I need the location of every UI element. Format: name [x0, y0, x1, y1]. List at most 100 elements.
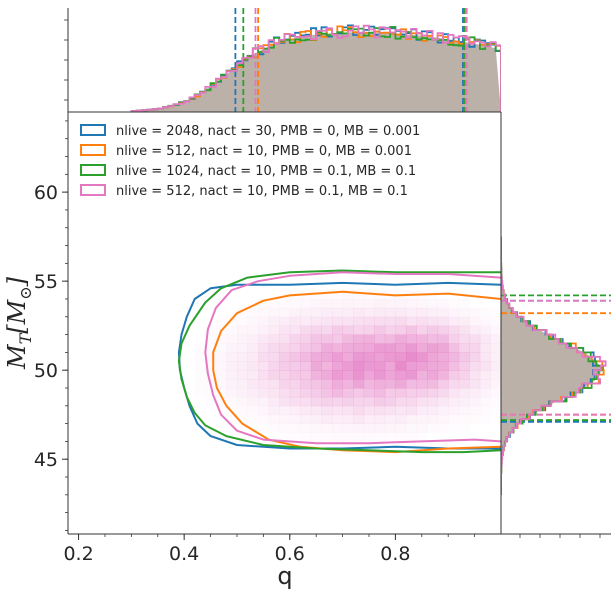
- y-tick-label: 55: [34, 271, 58, 293]
- heatmap-cell: [215, 361, 227, 371]
- heatmap-cell: [247, 334, 259, 344]
- heatmap-cell: [458, 405, 470, 416]
- heatmap-cell: [268, 361, 280, 371]
- heatmap-cell: [321, 414, 333, 425]
- heatmap-cell: [279, 343, 291, 353]
- heatmap-cell: [289, 334, 301, 344]
- heatmap-cell: [395, 343, 407, 353]
- heatmap-cell: [310, 343, 322, 353]
- legend: nlive = 2048, nact = 30, PMB = 0, MB = 0…: [80, 124, 420, 199]
- heatmap-cell: [300, 361, 312, 371]
- heatmap-cell: [469, 325, 481, 335]
- heatmap-cell: [268, 307, 280, 318]
- heatmap-cell: [300, 334, 312, 344]
- heatmap-cell: [353, 334, 365, 344]
- heatmap-cell: [268, 325, 280, 335]
- contour-series-4: [204, 271, 501, 445]
- heatmap-cell: [300, 307, 312, 318]
- heatmap-cell: [384, 370, 396, 380]
- heatmap-cell: [479, 316, 491, 327]
- heatmap-cell: [321, 433, 332, 442]
- heatmap-cell: [279, 361, 291, 371]
- heatmap-cell: [395, 405, 407, 416]
- heatmap-cell: [416, 405, 428, 416]
- heatmap-cell: [374, 307, 386, 318]
- heatmap-cell: [458, 325, 470, 335]
- heatmap-cell: [258, 387, 270, 398]
- heatmap-cell: [342, 307, 354, 318]
- heatmap-cell: [353, 387, 365, 398]
- heatmap-cell: [416, 370, 428, 380]
- heatmap-cell: [226, 387, 238, 398]
- heatmap-cell: [279, 387, 291, 398]
- x-tick-label: 0.4: [169, 543, 199, 565]
- heatmap-cell: [268, 379, 280, 389]
- heatmap-cell: [384, 361, 396, 371]
- heatmap-cell: [215, 352, 227, 362]
- heatmap-cell: [236, 316, 248, 327]
- heatmap-cell: [384, 379, 396, 389]
- heatmap-cell: [363, 414, 375, 425]
- heatmap-cell: [279, 307, 291, 318]
- heatmap-cell: [258, 379, 270, 389]
- y-label-bracket-open: [M: [3, 298, 31, 333]
- heatmap-cell: [427, 352, 439, 362]
- heatmap-cell: [469, 352, 481, 362]
- heatmap-cell: [374, 405, 386, 416]
- heatmap-cell: [363, 379, 375, 389]
- y-label-main: M: [3, 343, 31, 370]
- legend-swatch: [80, 164, 106, 176]
- heatmap-cell: [458, 343, 470, 353]
- y-tick-label: 45: [34, 449, 58, 471]
- heatmap-cell: [268, 316, 280, 327]
- heatmap-cell: [406, 433, 417, 442]
- mt-hist-fill: [501, 236, 601, 495]
- heatmap-cell: [416, 387, 428, 398]
- heatmap-cell: [458, 387, 470, 398]
- heatmap-cell: [310, 387, 322, 398]
- heatmap-cell: [300, 387, 312, 398]
- q-marginal-histograms: [130, 8, 501, 112]
- heatmap-cell: [342, 290, 354, 300]
- heatmap-cell: [258, 370, 270, 380]
- legend-label: nlive = 2048, nact = 30, PMB = 0, MB = 0…: [116, 124, 420, 139]
- contour-series-3: [177, 269, 501, 454]
- heatmap-cell: [395, 432, 407, 442]
- heatmap-cell: [226, 343, 238, 353]
- heatmap-cell: [363, 396, 375, 407]
- heatmap-cell: [310, 316, 322, 327]
- heatmap-cell: [310, 334, 322, 344]
- heatmap-cell: [342, 370, 354, 380]
- heatmap-cell: [395, 423, 407, 433]
- heatmap-cell: [363, 387, 375, 398]
- heatmap-cell: [353, 379, 365, 389]
- heatmap-cell: [342, 343, 354, 353]
- heatmap-cell: [247, 396, 259, 407]
- heatmap-cell: [321, 316, 333, 327]
- heatmap-cell: [427, 316, 439, 327]
- heatmap-cell: [236, 405, 248, 416]
- heatmap-cell: [332, 325, 343, 335]
- heatmap-cell: [332, 423, 343, 433]
- heatmap-cell: [289, 325, 301, 335]
- heatmap-cell: [448, 361, 460, 371]
- heatmap-cell: [195, 370, 206, 379]
- y-label-bracket-close: ]: [3, 276, 31, 287]
- heatmap-cell: [215, 343, 227, 353]
- heatmap-cell: [353, 370, 365, 380]
- heatmap-cell: [310, 307, 322, 318]
- heatmap-cell: [321, 405, 333, 416]
- heatmap-cell: [395, 352, 407, 362]
- heatmap-cell: [490, 379, 501, 389]
- heatmap-cell: [321, 307, 333, 318]
- heatmap-cell: [310, 423, 322, 433]
- x-tick-label: 0.2: [63, 543, 93, 565]
- heatmap-cell: [459, 299, 470, 308]
- heatmap-cell: [321, 325, 333, 335]
- heatmap-cell: [289, 343, 301, 353]
- heatmap-cell: [342, 298, 354, 309]
- heatmap-cell: [226, 352, 238, 362]
- heatmap-cell: [458, 370, 470, 380]
- heatmap-cell: [310, 396, 322, 407]
- heatmap-cell: [268, 334, 280, 344]
